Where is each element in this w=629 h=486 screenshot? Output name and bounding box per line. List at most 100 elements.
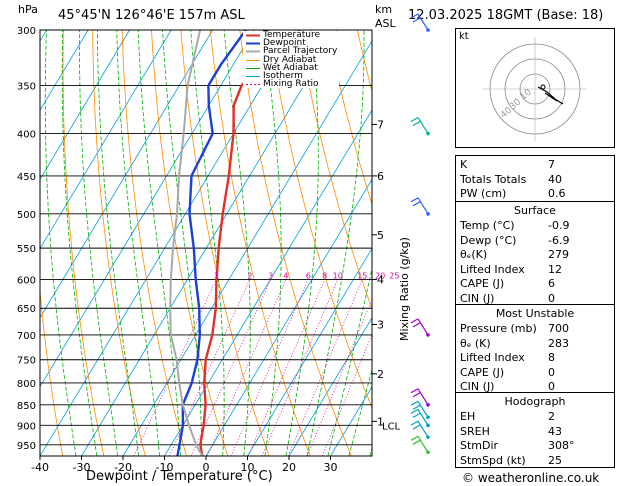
wind-barb bbox=[417, 435, 429, 453]
table-row: StmSpd (kt) 25 bbox=[460, 454, 610, 467]
isotherm-line bbox=[205, 178, 372, 456]
km-tick-label: 2 bbox=[377, 368, 384, 381]
isotherm-line bbox=[40, 30, 89, 111]
y-tick-label: 350 bbox=[17, 81, 36, 92]
row-label: CAPE (J) bbox=[460, 277, 505, 290]
wet-adiabat-line bbox=[44, 30, 77, 456]
row-value: 279 bbox=[548, 248, 569, 261]
hodograph-ring-label: 10 bbox=[519, 87, 534, 102]
km-tick-label: 1 bbox=[377, 415, 384, 428]
table-row: CIN (J) 0 bbox=[460, 380, 610, 393]
wind-barb-base bbox=[426, 450, 430, 455]
legend-swatch bbox=[246, 42, 260, 45]
row-value: 12 bbox=[548, 262, 562, 276]
legend-label: Dry Adiabat bbox=[263, 54, 317, 65]
wind-barb bbox=[417, 400, 429, 418]
asl-label: ASL bbox=[375, 17, 396, 30]
dry-adiabat-line bbox=[327, 30, 372, 206]
x-tick-label: -20 bbox=[114, 461, 132, 474]
mixing-ratio-label: 1 bbox=[214, 271, 219, 280]
wind-barb-flag bbox=[412, 439, 421, 445]
row-value: 7 bbox=[548, 158, 555, 171]
isotherm-line bbox=[164, 109, 372, 456]
x-tick-label: 10 bbox=[241, 461, 255, 474]
legend-item: Dewpoint bbox=[245, 39, 337, 48]
legend: Temperature Dewpoint Parcel Trajectory Dry … bbox=[243, 30, 340, 89]
row-label: CAPE (J) bbox=[460, 365, 505, 379]
dry-adiabat-line bbox=[62, 30, 105, 456]
row-label: K bbox=[460, 158, 468, 171]
table-row: θₑ(K) 279 bbox=[460, 248, 610, 261]
most-unstable-table: Most Unstable Pressure (mb) 700 θₑ (K) 283 Li… bbox=[455, 304, 615, 393]
y-tick-label: 600 bbox=[17, 275, 36, 286]
y2-axis-label: Mixing Ratio (g/kg) bbox=[398, 237, 411, 341]
row-label: CIN (J) bbox=[460, 380, 495, 393]
dry-adiabat-line bbox=[92, 30, 146, 456]
y-tick-label: 700 bbox=[17, 331, 36, 342]
legend-swatch bbox=[246, 67, 260, 69]
row-value: -0.9 bbox=[548, 219, 570, 232]
isotherm-line bbox=[40, 30, 172, 250]
wet-adiabat-line bbox=[190, 30, 225, 456]
legend-item: Temperature bbox=[245, 30, 337, 40]
y-tick-label: 950 bbox=[17, 441, 36, 452]
isotherm-line bbox=[81, 30, 338, 456]
km-tick-label: 5 bbox=[377, 229, 384, 242]
mixing-ratio-line bbox=[306, 298, 372, 456]
wind-barb-flag bbox=[412, 404, 421, 410]
km-tick-label: 3 bbox=[377, 318, 384, 331]
legend-label: Temperature bbox=[263, 30, 321, 40]
y-tick-label: 550 bbox=[17, 244, 36, 255]
x-tick-label: -40 bbox=[31, 461, 49, 474]
legend-item: Dry Adiabat bbox=[245, 54, 337, 65]
wet-adiabat-line bbox=[116, 30, 160, 456]
mixing-ratio-line bbox=[133, 279, 217, 456]
wind-barb-flag bbox=[412, 17, 421, 23]
row-label: Totals Totals bbox=[460, 172, 527, 186]
y-tick-label: 300 bbox=[17, 26, 36, 37]
row-label: SREH bbox=[460, 424, 490, 438]
legend-swatch bbox=[246, 84, 260, 86]
mixing-ratio-label: 10 bbox=[333, 271, 343, 280]
row-label: StmDir bbox=[460, 439, 499, 452]
table-row: CIN (J) 0 bbox=[460, 292, 610, 305]
km-label: km bbox=[375, 3, 393, 16]
dry-adiabat-line bbox=[0, 30, 21, 456]
row-value: 40 bbox=[548, 172, 562, 186]
x-axis-label: Dewpoint / Temperature (°C) bbox=[86, 469, 273, 484]
legend-label: Isotherm bbox=[263, 70, 303, 81]
row-value: 0.6 bbox=[548, 187, 566, 200]
parcel-trajectory-line bbox=[169, 30, 204, 456]
table-row: θₑ (K) 283 bbox=[460, 337, 610, 350]
table-row: Lifted Index 8 bbox=[460, 351, 610, 364]
wet-adiabat-line bbox=[263, 30, 282, 456]
wind-barb-flag bbox=[410, 408, 419, 414]
mixing-ratio-label: 3 bbox=[268, 271, 273, 280]
wind-barb bbox=[417, 117, 429, 134]
hodograph-panel: kt 40 30 10 bbox=[455, 28, 615, 148]
wind-barb bbox=[417, 13, 429, 31]
copyright: © weatheronline.co.uk bbox=[462, 471, 600, 485]
isotherm-line bbox=[40, 30, 130, 181]
y-tick-label: 850 bbox=[17, 401, 36, 412]
dry-adiabat-line bbox=[121, 30, 187, 456]
wind-barb bbox=[417, 388, 429, 406]
row-label: θₑ (K) bbox=[460, 336, 491, 350]
mixing-ratio-label: 15 bbox=[357, 271, 367, 280]
row-value: 0 bbox=[548, 291, 555, 305]
wind-barb-flag bbox=[410, 117, 419, 123]
wind-barb-base bbox=[426, 435, 430, 439]
wet-adiabat-line bbox=[285, 30, 319, 456]
isotherm-line bbox=[40, 30, 255, 388]
y-tick-label: 900 bbox=[17, 421, 36, 432]
wet-adiabat-line bbox=[162, 30, 203, 456]
legend-label: Wet Adiabat bbox=[263, 62, 318, 73]
row-label: Pressure (mb) bbox=[460, 322, 537, 335]
legend-swatch bbox=[246, 50, 260, 53]
wind-barb-base bbox=[426, 131, 430, 136]
table-row: SREH 43 bbox=[460, 425, 610, 438]
table-row: Dewp (°C) -6.9 bbox=[460, 234, 610, 247]
table-title: Hodograph bbox=[504, 395, 566, 408]
hodograph-trace bbox=[537, 86, 564, 105]
dry-adiabat-line bbox=[239, 30, 352, 456]
